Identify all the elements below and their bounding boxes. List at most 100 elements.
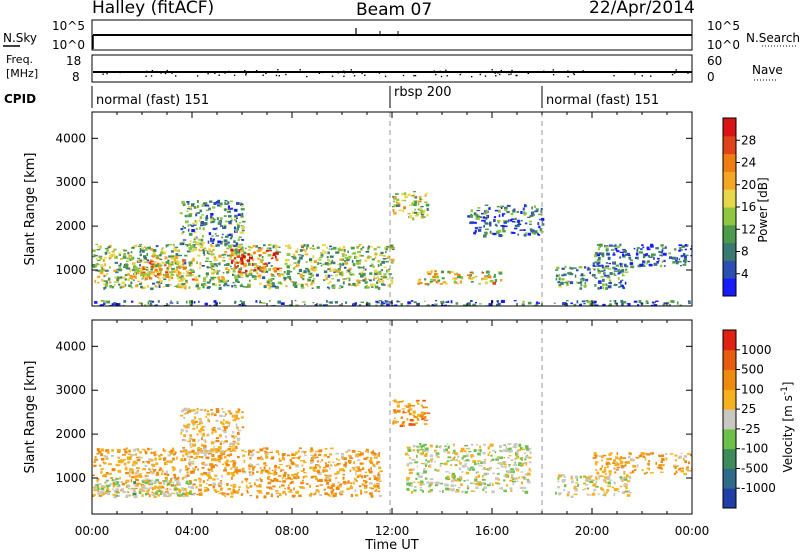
heatmap-cell (256, 265, 259, 268)
heatmap-cell (189, 490, 192, 493)
heatmap-cell (557, 480, 560, 483)
heatmap-cell (103, 287, 106, 290)
heatmap-cell (374, 253, 377, 256)
heatmap-cell (313, 493, 316, 496)
heatmap-cell (270, 457, 274, 460)
heatmap-cell (272, 273, 275, 277)
heatmap-cell (106, 492, 110, 496)
heatmap-cell (168, 255, 172, 258)
heatmap-cell (373, 269, 378, 273)
heatmap-cell (172, 262, 175, 265)
heatmap-cell (303, 472, 307, 474)
heatmap-cell (241, 225, 245, 229)
heatmap-cell (439, 445, 442, 448)
heatmap-cell (208, 266, 212, 269)
heatmap-cell (182, 491, 185, 494)
heatmap-cell (136, 482, 140, 485)
heatmap-cell (466, 453, 469, 455)
heatmap-cell (518, 443, 522, 447)
heatmap-cell (515, 454, 518, 456)
heatmap-cell (619, 485, 623, 488)
heatmap-cell (407, 301, 411, 305)
heatmap-cell (105, 449, 109, 453)
heatmap-cell (472, 468, 476, 471)
heatmap-cell (184, 475, 188, 479)
heatmap-cell (370, 467, 372, 471)
heatmap-cell (150, 260, 154, 263)
heatmap-cell (227, 201, 230, 204)
heatmap-cell (261, 458, 264, 461)
heatmap-cell (267, 475, 271, 479)
heatmap-cell (323, 488, 326, 491)
heatmap-cell (210, 237, 213, 241)
heatmap-cell (268, 262, 271, 265)
heatmap-cell (520, 471, 524, 473)
heatmap-cell (191, 249, 194, 252)
heatmap-cell (196, 282, 200, 285)
heatmap-cell (200, 238, 204, 242)
heatmap-cell (624, 271, 629, 273)
heatmap-cell (646, 248, 651, 251)
colorbar-tick-label: 12 (741, 222, 756, 236)
heatmap-cell (505, 446, 508, 450)
station-title: Halley (fitACF) (92, 0, 215, 18)
heatmap-cell (328, 248, 331, 250)
heatmap-cell (425, 419, 429, 421)
heatmap-cell (267, 471, 271, 475)
heatmap-cell (300, 277, 305, 279)
heatmap-cell (334, 492, 337, 495)
heatmap-cell (523, 233, 527, 237)
heatmap-cell (619, 243, 622, 247)
heatmap-cell (216, 217, 219, 221)
heatmap-cell (601, 266, 606, 270)
heatmap-cell (269, 472, 274, 475)
heatmap-cell (310, 265, 314, 268)
heatmap-cell (232, 281, 235, 284)
heatmap-cell (205, 257, 210, 260)
heatmap-cell (189, 481, 192, 485)
heatmap-cell (474, 276, 478, 278)
heatmap-cell (179, 492, 181, 494)
heatmap-cell (362, 279, 366, 282)
heatmap-cell (362, 272, 366, 276)
heatmap-cell (235, 414, 238, 418)
heatmap-cell (485, 211, 488, 215)
heatmap-cell (329, 267, 332, 271)
heatmap-cell (452, 443, 455, 446)
heatmap-cell (412, 414, 416, 416)
heatmap-cell (613, 467, 616, 470)
heatmap-cell (214, 233, 217, 235)
heatmap-cell (127, 251, 130, 255)
velocity-colorbar-title: Velocity [m s-1] (780, 382, 795, 473)
heatmap-cell (255, 485, 260, 488)
heatmap-cell (614, 302, 618, 305)
heatmap-cell (482, 474, 484, 478)
heatmap-cell (199, 484, 202, 487)
heatmap-cell (338, 459, 341, 461)
heatmap-cell (351, 449, 356, 453)
heatmap-cell (158, 485, 162, 488)
heatmap-cell (144, 474, 147, 478)
heatmap-cell (688, 302, 691, 305)
heatmap-cell (318, 453, 322, 457)
heatmap-cell (277, 453, 280, 456)
heatmap-cell (470, 300, 473, 302)
heatmap-cell (227, 448, 231, 451)
heatmap-cell (310, 283, 313, 286)
heatmap-cell (627, 254, 631, 256)
heatmap-cell (556, 275, 560, 277)
heatmap-cell (210, 464, 214, 467)
heatmap-cell (210, 466, 214, 468)
heatmap-cell (623, 470, 626, 473)
heatmap-cell (303, 460, 305, 464)
heatmap-cell (116, 482, 119, 485)
heatmap-cell (123, 249, 128, 252)
heatmap-cell (185, 300, 188, 304)
heatmap-cell (290, 461, 295, 465)
heatmap-cell (576, 281, 579, 284)
heatmap-cell (104, 269, 109, 272)
heatmap-cell (194, 416, 197, 420)
heatmap-cell (519, 486, 524, 489)
heatmap-cell (191, 229, 195, 233)
